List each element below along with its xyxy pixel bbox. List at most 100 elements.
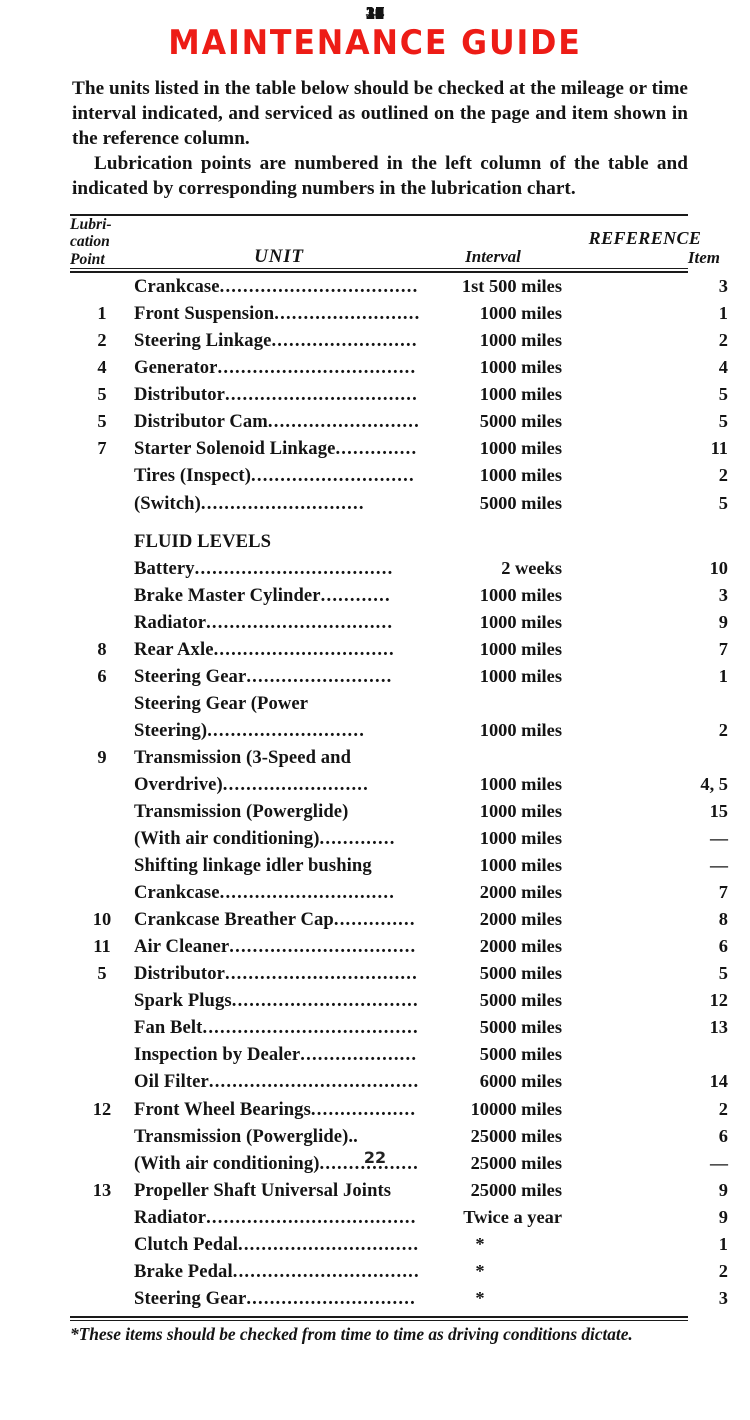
cell-unit: Inspection by Dealer.................... xyxy=(134,1041,424,1068)
cell-reference-item: 3 xyxy=(718,276,728,297)
cell-unit: Distributor Cam.........................… xyxy=(134,408,424,435)
cell-interval: 1000 miles xyxy=(479,584,562,605)
cell-reference-page: 16 xyxy=(365,3,385,23)
table-row: 9 Transmission (3-Speed and xyxy=(70,744,728,771)
table-row: 4 Generator..............................… xyxy=(70,3,728,381)
header-reference: REFERENCE xyxy=(588,228,702,249)
leader-dots: ............. xyxy=(319,828,396,850)
unit-label: Radiator xyxy=(134,1206,207,1228)
cell-lubrication-point: 11 xyxy=(93,936,111,957)
cell-unit: Transmission (Powerglide).. xyxy=(134,1123,424,1150)
cell-interval: 5000 miles xyxy=(479,411,562,432)
leader-dots: ............................... xyxy=(237,1233,420,1255)
table-row: Inspection by Dealer....................… xyxy=(70,3,728,1068)
cell-interval: 25000 miles xyxy=(470,1125,562,1146)
leader-dots: ................. xyxy=(319,1152,419,1174)
maintenance-table: Lubri- cation Point UNIT Interval REFERE… xyxy=(70,216,728,269)
leader-dots: .................................. xyxy=(217,357,417,379)
cell-reference-page: 13 xyxy=(365,3,385,23)
cell-interval: * xyxy=(475,1233,485,1254)
table-top-rule xyxy=(70,213,688,216)
unit-label: (With air conditioning) xyxy=(134,1152,320,1174)
cell-unit: Transmission (Powerglide) xyxy=(134,798,424,825)
table-row: Crankcase...............................… xyxy=(70,3,728,300)
unit-label: Shifting linkage idler bushing xyxy=(134,855,372,877)
cell-interval: 1000 miles xyxy=(479,801,562,822)
cell-unit: Crankcase...............................… xyxy=(134,273,424,300)
unit-label: Front Suspension xyxy=(134,303,275,325)
unit-label: Crankcase xyxy=(134,276,220,298)
cell-reference-item: 1 xyxy=(718,665,728,686)
leader-dots: ................................ xyxy=(206,611,394,633)
cell-unit: Brake Master Cylinder............ xyxy=(134,582,424,609)
header-lubrication-point: Lubri- cation Point xyxy=(70,216,134,269)
cell-unit: Brake Pedal.............................… xyxy=(134,1258,424,1285)
cell-unit: Front Suspension........................… xyxy=(134,300,424,327)
cell-unit: Spark Plugs.............................… xyxy=(134,987,424,1014)
cell-lubrication-point: 10 xyxy=(92,909,112,930)
cell-reference-item: 10 xyxy=(709,557,728,578)
cell-lubrication-point xyxy=(70,1285,134,1312)
leader-dots: ..................................... xyxy=(202,1017,419,1039)
table-header-row: Lubri- cation Point UNIT Interval REFERE… xyxy=(70,216,728,269)
cell-lubrication-point: 5 xyxy=(97,963,107,984)
cell-reference-item: 3 xyxy=(718,584,728,605)
cell-reference-page: 17 xyxy=(365,3,385,23)
table-row: Oil Filter..............................… xyxy=(70,3,728,1095)
unit-label: Transmission (Powerglide) xyxy=(134,801,349,823)
leader-dots: ............................... xyxy=(213,638,395,660)
cell-lubrication-point: 5 xyxy=(97,411,107,432)
table-row: (With air conditioning)............. 1000… xyxy=(70,3,728,852)
cell-reference-item: 1 xyxy=(718,303,728,324)
cell-reference-page: 31 xyxy=(365,3,385,23)
cell-unit: Rear Axle............................... xyxy=(134,636,424,663)
cell-reference-item: 4, 5 xyxy=(700,773,728,794)
cell-reference-page: 17 xyxy=(365,3,385,23)
cell-interval: * xyxy=(475,1260,485,1281)
cell-reference-item: 5 xyxy=(718,411,728,432)
table-header-rule xyxy=(70,268,688,274)
leader-dots: .................................... xyxy=(206,1206,417,1228)
cell-reference-page: 16 xyxy=(365,3,385,23)
unit-label: Steering) xyxy=(134,719,208,741)
leader-dots: .............................. xyxy=(219,882,396,904)
unit-label: (Switch) xyxy=(134,492,201,514)
cell-reference-item: 9 xyxy=(718,1179,728,1200)
cell-reference-item: 12 xyxy=(709,990,728,1011)
cell-reference-page: 20 xyxy=(365,3,385,23)
table-row: Fan Belt................................… xyxy=(70,3,728,1041)
cell-reference-item: 9 xyxy=(718,611,728,632)
cell-reference-page: 18 xyxy=(365,3,385,23)
cell-reference-item: 4 xyxy=(718,357,728,378)
cell-reference-item: — xyxy=(710,1152,728,1173)
unit-label: (With air conditioning) xyxy=(134,828,320,850)
cell-unit: Transmission (3-Speed and xyxy=(134,744,424,771)
cell-reference-item: 2 xyxy=(718,1098,728,1119)
cell-reference-page: 17 xyxy=(365,3,385,23)
cell-interval: 1000 miles xyxy=(479,665,562,686)
cell-unit: Steering Gear......................... xyxy=(134,663,424,690)
cell-interval: 1000 miles xyxy=(479,828,562,849)
unit-label: Brake Master Cylinder xyxy=(134,584,321,606)
unit-label: Transmission (Powerglide).. xyxy=(134,1125,358,1147)
leader-dots: ......................... xyxy=(271,330,418,352)
cell-interval: 1000 miles xyxy=(479,855,562,876)
unit-label: Front Wheel Bearings xyxy=(134,1098,311,1120)
cell-interval: 2000 miles xyxy=(479,909,562,930)
cell-reference-page: 31 xyxy=(365,3,385,23)
cell-interval: 1000 miles xyxy=(479,465,562,486)
cell-reference-page: 17 xyxy=(365,3,385,23)
cell-reference-item: 15 xyxy=(709,801,728,822)
cell-interval: 25000 miles xyxy=(470,1152,562,1173)
header-point-line2: cation xyxy=(70,233,110,251)
table-row: 10 Crankcase Breather Cap.............. 20… xyxy=(70,3,728,933)
cell-unit: Crankcase.............................. xyxy=(134,879,424,906)
section-heading: FLUID LEVELS xyxy=(134,530,272,552)
leader-dots: ........................... xyxy=(207,719,366,741)
unit-label: Steering Gear xyxy=(134,1287,247,1309)
leader-dots: ......................... xyxy=(222,773,369,795)
cell-reference-item: 5 xyxy=(718,963,728,984)
unit-label: Inspection by Dealer xyxy=(134,1044,301,1066)
table-row: 1 Front Suspension.......................… xyxy=(70,3,728,327)
cell-reference-page: 19 xyxy=(365,3,385,23)
